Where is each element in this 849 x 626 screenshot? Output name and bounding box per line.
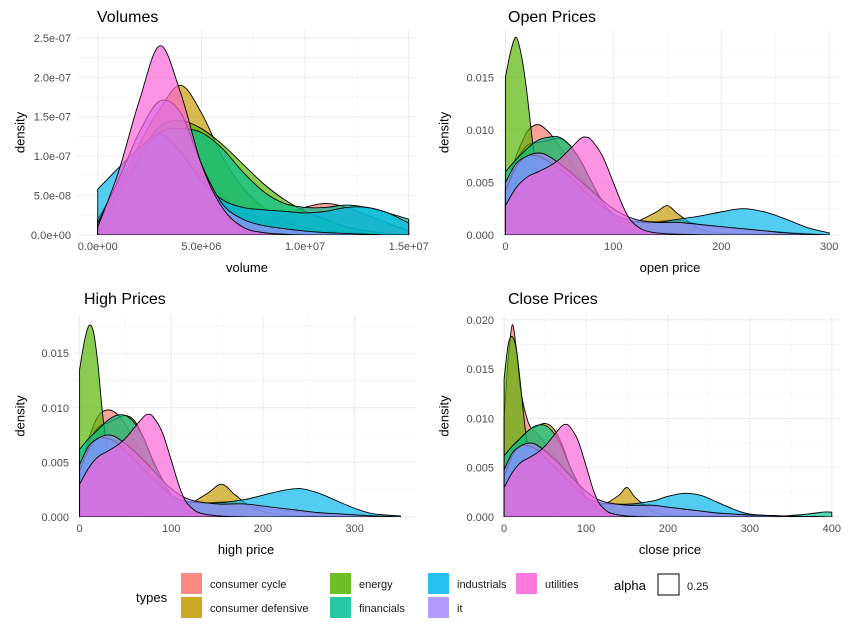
x-tick-label: 200 [254, 523, 272, 535]
density-areas [79, 324, 401, 517]
density-area-utilities [503, 423, 833, 517]
y-tick-label: 0.020 [466, 315, 494, 327]
y-tick-label: 0.000 [466, 512, 494, 524]
y-tick-label: 2.0e-07 [34, 72, 71, 84]
density-area-utilities [504, 136, 830, 235]
panel-open-prices: 0 100 200 300 0.000 0.005 0.010 0.015 Open Price… [437, 9, 840, 275]
panel-close-prices: 0 100 200 300 400 0.000 0.005 0.010 0.015 0.020 Cl… [437, 291, 841, 557]
legend-swatch [330, 597, 351, 618]
x-tick-label: 1.5e+07 [389, 241, 429, 253]
legend-swatch [181, 573, 202, 594]
legend-item-consumer-cycle: consumer cycle [181, 573, 286, 594]
legend-swatch [330, 573, 351, 594]
x-tick-label: 300 [820, 241, 838, 253]
density-areas [504, 36, 830, 235]
legend-item-energy: energy [330, 573, 393, 594]
legend-swatch [428, 597, 449, 618]
x-tick-label: 0 [77, 523, 83, 535]
x-tick-label: 1.0e+07 [285, 241, 325, 253]
legend-item-consumer-defensive: consumer defensive [181, 597, 308, 618]
y-tick-label: 0.005 [41, 457, 69, 469]
legend: types consumer cycle consumer defensive ene… [136, 573, 708, 618]
x-tick-label: 200 [659, 523, 677, 535]
y-tick-label: 0.000 [41, 512, 69, 524]
x-tick-label: 100 [604, 241, 622, 253]
alpha-swatch [657, 573, 680, 596]
legend-swatch [516, 573, 537, 594]
y-tick-label: 0.015 [41, 348, 69, 360]
y-tick-label: 0.005 [466, 177, 494, 189]
legend-label: industrials [457, 579, 507, 591]
panel-high-prices: 0 100 200 300 0.000 0.005 0.010 0.015 High Price… [13, 291, 417, 557]
alpha-value-label: 0.25 [687, 581, 708, 593]
legend-label: utilities [545, 579, 579, 591]
legend-label: financials [359, 603, 405, 615]
y-tick-label: 5.0e-08 [34, 191, 71, 203]
panel-title: Open Prices [508, 9, 596, 26]
y-axis-label: density [437, 395, 452, 437]
x-axis-label: high price [218, 542, 274, 557]
x-tick-label: 400 [823, 523, 841, 535]
y-axis-label: density [13, 395, 28, 437]
x-axis-label: close price [639, 542, 701, 557]
y-tick-label: 0.015 [466, 364, 494, 376]
legend-label: consumer defensive [210, 603, 308, 615]
x-tick-label: 200 [712, 241, 730, 253]
x-tick-label: 100 [162, 523, 180, 535]
y-tick-label: 0.000 [466, 230, 494, 242]
legend-swatch [181, 597, 202, 618]
density-area-utilities [97, 45, 410, 235]
y-tick-label: 0.010 [41, 403, 69, 415]
panel-title: High Prices [84, 291, 166, 308]
legend-label: it [457, 603, 463, 615]
y-axis-label: density [437, 111, 452, 153]
y-tick-label: 0.010 [466, 125, 494, 137]
legend-title-alpha: alpha [614, 578, 647, 593]
y-tick-label: 0.015 [466, 72, 494, 84]
x-tick-label: 5.0e+06 [181, 241, 221, 253]
panel-volumes: 0.0e+00 5.0e+06 1.0e+07 1.5e+07 0.0e+00 5.0e-… [13, 9, 429, 275]
y-tick-label: 2.5e-07 [34, 33, 71, 45]
y-tick-label: 1.5e-07 [34, 112, 71, 124]
density-areas [97, 45, 410, 235]
y-tick-label: 0.005 [466, 463, 494, 475]
x-tick-label: 300 [741, 523, 759, 535]
panel-title: Volumes [97, 9, 158, 26]
x-tick-label: 100 [577, 523, 595, 535]
legend-item-financials: financials [330, 597, 405, 618]
legend-label: consumer cycle [210, 579, 286, 591]
legend-label: energy [359, 579, 393, 591]
legend-item-industrials: industrials [428, 573, 507, 594]
x-tick-label: 0 [501, 523, 507, 535]
y-axis-label: density [13, 111, 28, 153]
x-tick-label: 0 [502, 241, 508, 253]
y-tick-label: 0.0e+00 [31, 230, 71, 242]
panel-title: Close Prices [508, 291, 598, 308]
density-area-utilities [79, 413, 401, 517]
legend-title-types: types [136, 590, 168, 605]
legend-item-it: it [428, 597, 463, 618]
legend-item-utilities: utilities [516, 573, 579, 594]
y-tick-label: 0.010 [466, 413, 494, 425]
legend-swatch [428, 573, 449, 594]
x-axis-label: open price [640, 260, 701, 275]
density-areas [503, 324, 833, 517]
x-tick-label: 0.0e+00 [78, 241, 118, 253]
y-tick-label: 1.0e-07 [34, 151, 71, 163]
x-tick-label: 300 [345, 523, 363, 535]
x-axis-label: volume [226, 260, 268, 275]
